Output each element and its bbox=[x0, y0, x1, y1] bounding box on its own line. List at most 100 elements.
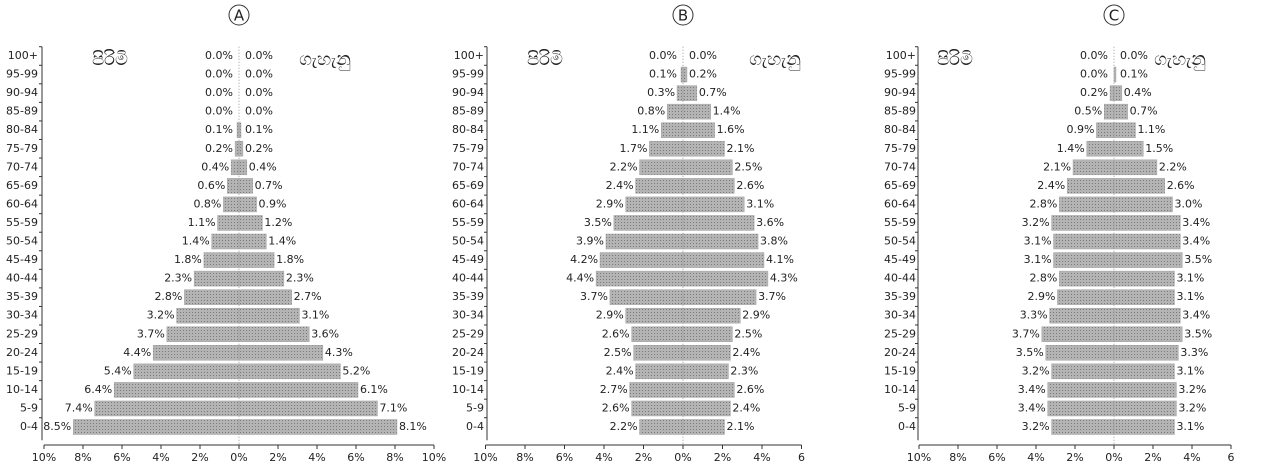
bar bbox=[682, 363, 729, 380]
y-tick-label: 20-24 bbox=[6, 346, 38, 359]
value-label: 1.1% bbox=[1137, 123, 1165, 136]
value-label: 0.0% bbox=[205, 86, 233, 99]
bar bbox=[238, 159, 248, 176]
value-label: 2.7% bbox=[294, 290, 322, 303]
y-tick-label: 75-79 bbox=[452, 142, 484, 155]
y-tick-label: 45-49 bbox=[452, 253, 484, 266]
value-label: 3.0% bbox=[1175, 197, 1203, 210]
bar bbox=[238, 345, 324, 361]
x-tick-label: 6% bbox=[556, 451, 573, 464]
value-label: 4.4% bbox=[566, 272, 594, 285]
title-circle bbox=[672, 4, 694, 26]
value-label: 2.3% bbox=[286, 272, 314, 285]
y-tick-label: 85-89 bbox=[6, 105, 38, 118]
bar bbox=[682, 178, 735, 194]
bar bbox=[605, 233, 684, 250]
value-label: 1.1% bbox=[631, 123, 659, 136]
value-label: 0.0% bbox=[205, 68, 233, 81]
y-tick-label: 40-44 bbox=[452, 272, 484, 285]
x-tick-label: 2% bbox=[635, 451, 652, 464]
y-tick-label: 40-44 bbox=[6, 272, 38, 285]
value-label: 2.6% bbox=[602, 327, 630, 340]
value-label: 5.2% bbox=[342, 364, 370, 377]
x-tick-label: 6% bbox=[113, 451, 130, 464]
bar bbox=[1086, 141, 1115, 157]
value-label: 3.2% bbox=[1022, 364, 1050, 377]
x-tick-label: 2% bbox=[1066, 451, 1083, 464]
value-label: 2.3% bbox=[730, 364, 758, 377]
value-label: 2.6% bbox=[736, 179, 764, 192]
x-tick-label: 8% bbox=[74, 451, 91, 464]
y-tick-label: 65-69 bbox=[452, 179, 484, 192]
x-tick-label: 10% bbox=[473, 451, 497, 464]
value-label: 3.1% bbox=[301, 309, 329, 322]
value-label: 0.7% bbox=[255, 179, 283, 192]
y-tick-label: 90-94 bbox=[452, 86, 484, 99]
value-label: 3.1% bbox=[1024, 235, 1052, 248]
y-tick-label: 25-29 bbox=[884, 327, 916, 340]
bar bbox=[682, 122, 715, 138]
legend-label: ගැහැනු bbox=[749, 49, 801, 70]
x-tick-label: 4% bbox=[595, 451, 612, 464]
value-label: 2.8% bbox=[1029, 197, 1057, 210]
x-tick-label: 6 bbox=[1228, 451, 1235, 464]
value-label: 0.1% bbox=[1120, 68, 1148, 81]
value-label: 2.3% bbox=[164, 272, 192, 285]
bar bbox=[1109, 85, 1115, 101]
x-tick-label: 4% bbox=[753, 451, 770, 464]
y-tick-label: 10-14 bbox=[452, 383, 484, 396]
bar bbox=[625, 307, 684, 324]
bar bbox=[1096, 122, 1115, 138]
y-tick-label: 50-54 bbox=[452, 235, 484, 248]
bar bbox=[238, 400, 378, 417]
value-label: 2.9% bbox=[596, 309, 624, 322]
value-label: 3.1% bbox=[746, 197, 774, 210]
value-label: 7.4% bbox=[65, 401, 93, 414]
bar bbox=[1072, 159, 1115, 176]
value-label: 1.7% bbox=[619, 142, 647, 155]
y-tick-label: 15-19 bbox=[452, 364, 484, 377]
value-label: 2.7% bbox=[600, 383, 628, 396]
bar bbox=[609, 289, 684, 305]
value-label: 2.5% bbox=[604, 346, 632, 359]
bar bbox=[635, 178, 684, 194]
y-tick-label: 65-69 bbox=[884, 179, 916, 192]
x-tick-label: 4% bbox=[1027, 451, 1044, 464]
value-label: 3.2% bbox=[1178, 401, 1206, 414]
bar bbox=[1051, 215, 1115, 231]
value-label: 2.8% bbox=[1029, 272, 1057, 285]
bar bbox=[635, 363, 684, 380]
value-label: 3.7% bbox=[1012, 327, 1040, 340]
x-tick-label: 10% bbox=[422, 451, 446, 464]
bar bbox=[682, 382, 735, 398]
bar bbox=[193, 270, 240, 287]
value-label: 3.2% bbox=[1022, 420, 1050, 433]
x-tick-label: 0% bbox=[230, 451, 247, 464]
value-label: 0.7% bbox=[699, 86, 727, 99]
bar bbox=[238, 289, 292, 305]
value-label: 2.4% bbox=[1037, 179, 1065, 192]
value-label: 0.8% bbox=[637, 105, 665, 118]
y-tick-label: 80-84 bbox=[452, 123, 484, 136]
bar bbox=[613, 215, 684, 231]
value-label: 4.4% bbox=[123, 346, 151, 359]
y-tick-label: 95-99 bbox=[884, 68, 916, 81]
bar bbox=[176, 307, 240, 324]
y-tick-label: 35-39 bbox=[452, 290, 484, 303]
value-label: 0.2% bbox=[1080, 86, 1108, 99]
legend-label: පිරිමි bbox=[527, 49, 563, 70]
bar bbox=[227, 178, 240, 194]
value-label: 1.8% bbox=[276, 253, 304, 266]
bar bbox=[1113, 178, 1165, 194]
x-tick-label: 4% bbox=[308, 451, 325, 464]
chart-title: B bbox=[678, 7, 688, 25]
bar bbox=[682, 270, 769, 287]
value-label: 2.2% bbox=[610, 420, 638, 433]
value-label: 4.2% bbox=[570, 253, 598, 266]
value-label: 0.7% bbox=[1130, 105, 1158, 118]
bar bbox=[1113, 289, 1175, 305]
y-tick-label: 5-9 bbox=[898, 401, 916, 414]
value-label: 6.4% bbox=[84, 383, 112, 396]
y-tick-label: 25-29 bbox=[452, 327, 484, 340]
bar bbox=[238, 307, 300, 324]
